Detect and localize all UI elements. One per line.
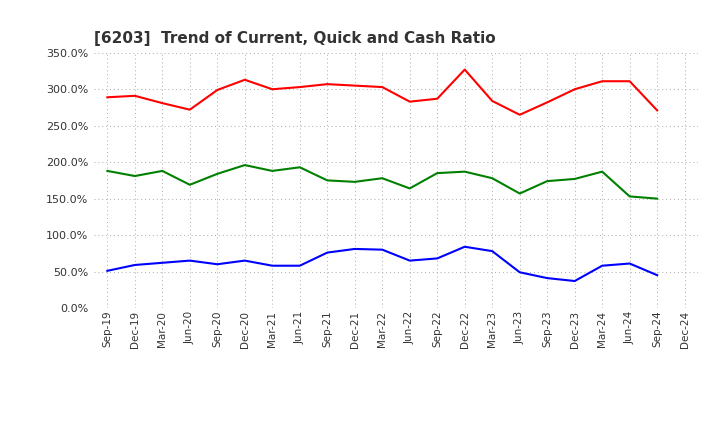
Quick Ratio (268, 168, 276, 173)
Cash Ratio (213, 262, 222, 267)
Text: [6203]  Trend of Current, Quick and Cash Ratio: [6203] Trend of Current, Quick and Cash … (94, 31, 495, 46)
Current Ratio (186, 107, 194, 112)
Cash Ratio (295, 263, 304, 268)
Cash Ratio (240, 258, 249, 263)
Cash Ratio (626, 261, 634, 266)
Current Ratio (240, 77, 249, 82)
Cash Ratio (543, 275, 552, 281)
Line: Cash Ratio: Cash Ratio (107, 247, 657, 281)
Cash Ratio (351, 246, 359, 252)
Quick Ratio (516, 191, 524, 196)
Current Ratio (158, 100, 166, 106)
Current Ratio (103, 95, 112, 100)
Quick Ratio (543, 179, 552, 184)
Current Ratio (351, 83, 359, 88)
Cash Ratio (570, 279, 579, 284)
Current Ratio (598, 79, 606, 84)
Current Ratio (130, 93, 139, 99)
Cash Ratio (405, 258, 414, 263)
Line: Quick Ratio: Quick Ratio (107, 165, 657, 198)
Cash Ratio (268, 263, 276, 268)
Cash Ratio (433, 256, 441, 261)
Quick Ratio (405, 186, 414, 191)
Current Ratio (488, 98, 497, 103)
Cash Ratio (130, 262, 139, 268)
Line: Current Ratio: Current Ratio (107, 70, 657, 115)
Quick Ratio (653, 196, 662, 201)
Cash Ratio (158, 260, 166, 265)
Current Ratio (268, 87, 276, 92)
Cash Ratio (378, 247, 387, 252)
Current Ratio (405, 99, 414, 104)
Cash Ratio (598, 263, 606, 268)
Quick Ratio (488, 176, 497, 181)
Current Ratio (213, 88, 222, 93)
Quick Ratio (158, 168, 166, 173)
Quick Ratio (130, 173, 139, 179)
Current Ratio (516, 112, 524, 117)
Current Ratio (295, 84, 304, 90)
Quick Ratio (626, 194, 634, 199)
Quick Ratio (570, 176, 579, 182)
Quick Ratio (103, 168, 112, 173)
Cash Ratio (516, 270, 524, 275)
Quick Ratio (323, 178, 332, 183)
Quick Ratio (351, 179, 359, 184)
Current Ratio (626, 79, 634, 84)
Cash Ratio (653, 272, 662, 278)
Cash Ratio (103, 268, 112, 273)
Current Ratio (433, 96, 441, 101)
Current Ratio (323, 81, 332, 87)
Current Ratio (653, 108, 662, 113)
Cash Ratio (323, 250, 332, 255)
Quick Ratio (213, 171, 222, 176)
Quick Ratio (460, 169, 469, 174)
Current Ratio (460, 67, 469, 72)
Quick Ratio (295, 165, 304, 170)
Current Ratio (378, 84, 387, 90)
Current Ratio (543, 100, 552, 105)
Quick Ratio (433, 170, 441, 176)
Quick Ratio (378, 176, 387, 181)
Cash Ratio (186, 258, 194, 263)
Quick Ratio (240, 162, 249, 168)
Current Ratio (570, 87, 579, 92)
Cash Ratio (488, 249, 497, 254)
Quick Ratio (598, 169, 606, 174)
Cash Ratio (460, 244, 469, 249)
Quick Ratio (186, 182, 194, 187)
